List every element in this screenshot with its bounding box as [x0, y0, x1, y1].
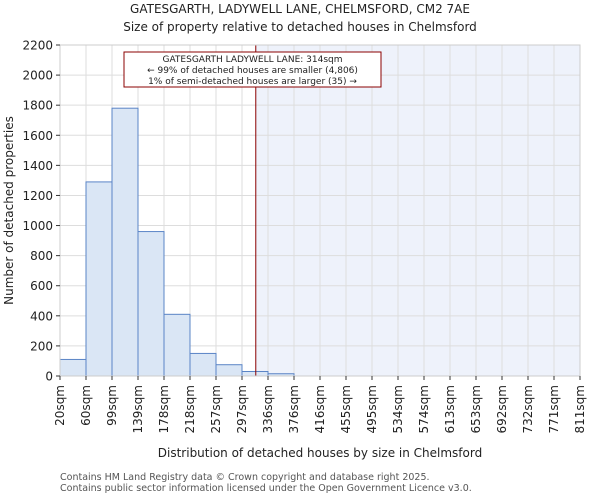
- bar-139sqm: [137, 231, 165, 377]
- marker-annotation: GATESGARTH LADYWELL LANE: 314sqm ← 99% o…: [123, 51, 382, 88]
- y-tick-label: 800: [30, 249, 53, 263]
- bar-178sqm: [163, 313, 191, 377]
- y-tick-label: 1800: [22, 99, 53, 113]
- x-tick-label: 139sqm: [131, 385, 145, 433]
- y-tick-label: 2000: [22, 69, 53, 83]
- x-axis-label: Distribution of detached houses by size …: [158, 446, 482, 460]
- x-tick-label: 60sqm: [79, 385, 93, 426]
- x-tick-label: 218sqm: [183, 385, 197, 433]
- bar-257sqm: [215, 364, 243, 377]
- chart-title-subtitle: Size of property relative to detached ho…: [123, 20, 477, 34]
- x-ticks: 20sqm 60sqm 99sqm 139sqm 178sqm 218sqm 257sqm 2…: [53, 376, 587, 433]
- x-tick-label: 336sqm: [261, 385, 275, 433]
- bar-297sqm: [241, 370, 269, 377]
- bar-218sqm: [189, 352, 217, 377]
- chart-title-address: GATESGARTH, LADYWELL LANE, CHELMSFORD, C…: [130, 2, 470, 16]
- x-tick-label: 20sqm: [53, 385, 67, 426]
- highlight-region: [255, 45, 580, 376]
- y-tick-label: 400: [30, 309, 53, 323]
- x-tick-label: 732sqm: [521, 385, 535, 433]
- x-tick-label: 297sqm: [235, 385, 249, 433]
- y-tick-label: 1000: [22, 219, 53, 233]
- bar-20sqm: [59, 358, 87, 377]
- bars: [59, 107, 295, 377]
- x-tick-label: 178sqm: [157, 385, 171, 433]
- y-tick-label: 1600: [22, 129, 53, 143]
- y-tick-label: 2200: [22, 39, 53, 53]
- x-tick-label: 455sqm: [339, 385, 353, 433]
- x-tick-label: 495sqm: [365, 385, 379, 433]
- y-axis-label: Number of detached properties: [2, 116, 16, 305]
- x-tick-label: 257sqm: [209, 385, 223, 433]
- x-tick-label: 534sqm: [391, 385, 405, 433]
- x-tick-label: 416sqm: [313, 385, 327, 433]
- x-tick-label: 613sqm: [443, 385, 457, 433]
- annotation-box: [123, 51, 382, 88]
- bar-60sqm: [85, 181, 113, 377]
- x-tick-label: 692sqm: [495, 385, 509, 433]
- y-tick-label: 0: [45, 370, 53, 384]
- y-tick-label: 1200: [22, 189, 53, 203]
- footer-copyright: Contains HM Land Registry data © Crown c…: [60, 472, 430, 483]
- annotation-line: 1% of semi-detached houses are larger (3…: [148, 77, 357, 87]
- annotation-line: GATESGARTH LADYWELL LANE: 314sqm: [162, 55, 342, 65]
- footer-licence: Contains public sector information licen…: [60, 483, 472, 494]
- annotation-line: ← 99% of detached houses are smaller (4,…: [147, 66, 358, 76]
- x-tick-label: 771sqm: [547, 385, 561, 433]
- x-tick-label: 376sqm: [287, 385, 301, 433]
- x-tick-label: 653sqm: [469, 385, 483, 433]
- x-tick-label: 574sqm: [417, 385, 431, 433]
- y-tick-label: 200: [30, 339, 53, 353]
- x-tick-label: 811sqm: [573, 385, 587, 433]
- y-tick-label: 1400: [22, 159, 53, 173]
- bar-99sqm: [111, 107, 139, 377]
- y-tick-label: 600: [30, 279, 53, 293]
- x-tick-label: 99sqm: [105, 385, 119, 426]
- y-ticks: 0 200 400 600 800 1000 1200 1400 1600 1800 2000 220…: [22, 39, 60, 384]
